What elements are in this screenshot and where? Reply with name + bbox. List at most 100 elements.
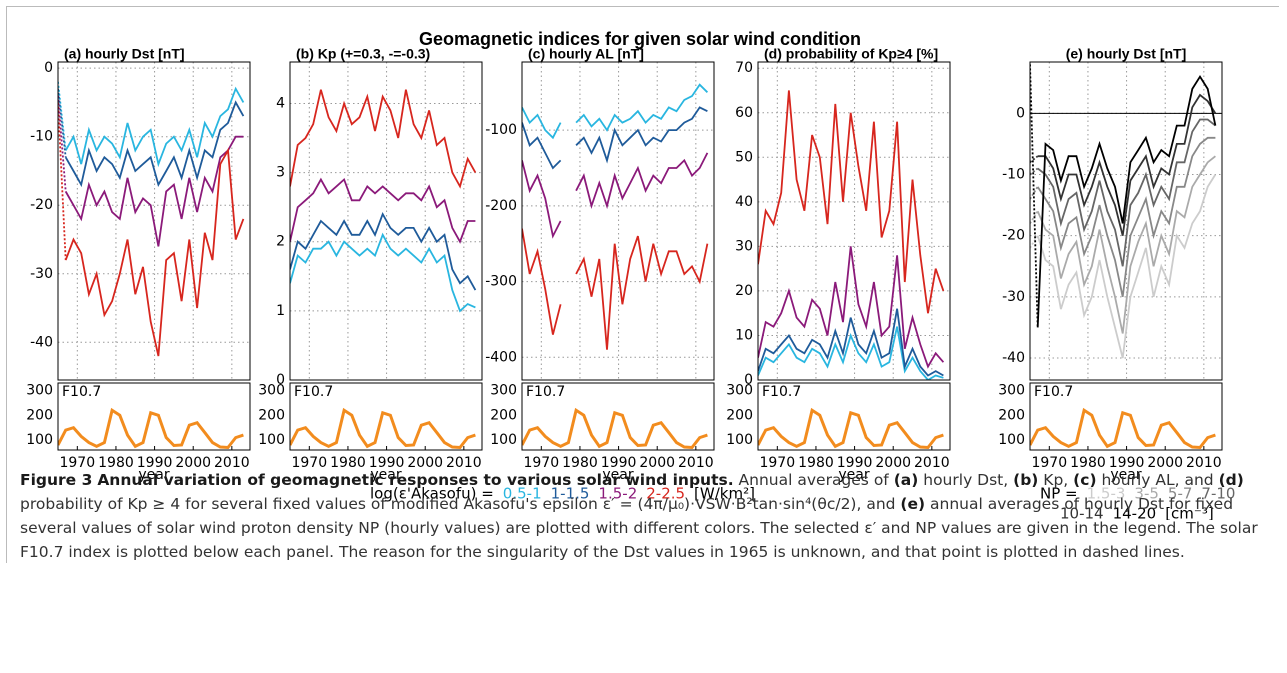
x-tick-label: 2010 (678, 455, 714, 471)
x-tick-label: 1970 (523, 455, 559, 471)
series-line (522, 83, 709, 140)
plot-area (522, 83, 709, 350)
dashed-line (58, 88, 67, 158)
caption-text: (c) (1073, 471, 1097, 489)
f107-tick-label: 200 (26, 407, 53, 423)
legend-unit: [W/km²] (694, 485, 755, 503)
legend-prefix: NP = (1040, 485, 1078, 503)
y-tick-label: 0 (44, 60, 53, 76)
f107-label: F10.7 (294, 384, 333, 400)
x-tick-label: 1990 (837, 455, 873, 471)
y-tick-label: -300 (485, 274, 517, 290)
f107-tick-label: 300 (998, 382, 1025, 398)
x-tick-label: 2000 (407, 455, 443, 471)
f107-line (58, 407, 244, 450)
f107-tick-label: 300 (490, 382, 517, 398)
series-line (290, 232, 476, 313)
f107-line (1030, 407, 1216, 450)
x-tick-label: 2010 (1186, 455, 1222, 471)
x-tick-label: 1980 (798, 455, 834, 471)
y-tick-label: -100 (485, 122, 517, 138)
series-line (1036, 75, 1217, 328)
x-tick-label: 2000 (639, 455, 675, 471)
f107-box (57, 382, 251, 451)
legend-item: 14-20 (1113, 505, 1157, 521)
figure-frame (6, 6, 1279, 563)
f107-tick-label: 200 (258, 407, 285, 423)
caption-text: hourly Dst, (918, 471, 1014, 489)
axes-box (289, 61, 483, 381)
x-tick-label: 2010 (914, 455, 950, 471)
x-axis-label: year (370, 467, 401, 483)
y-tick-label: 30 (735, 238, 753, 254)
dashed-line (1030, 210, 1039, 224)
legend-prefix: log(ε'Akasofu) = (370, 485, 494, 503)
series-line (758, 90, 945, 314)
legend-unit: [cm⁻³] (1165, 505, 1214, 521)
f107-tick-label: 200 (490, 407, 517, 423)
caption-text: Kp, (1038, 471, 1074, 489)
series-line (1036, 136, 1216, 297)
series-line (522, 106, 708, 170)
dashed-line (1030, 167, 1039, 176)
legend-item: 3-5 (1134, 485, 1159, 503)
y-tick-label: 70 (735, 60, 753, 76)
y-tick-label: -40 (1002, 350, 1025, 366)
f107-area (758, 407, 944, 450)
plot-area (290, 89, 477, 313)
series-line (758, 308, 944, 377)
f107-area (290, 407, 476, 450)
dashed-line (1030, 155, 1039, 164)
panel-title: (c) hourly AL [nT] (528, 46, 644, 62)
y-tick-label: 2 (276, 234, 285, 250)
y-tick-label: 10 (735, 327, 753, 343)
legend-item: 7-10 (1201, 485, 1235, 503)
x-tick-label: 2010 (214, 455, 250, 471)
f107-line (290, 407, 476, 450)
series-line (522, 228, 709, 350)
f107-box (757, 382, 951, 451)
f107-box (521, 382, 715, 451)
x-tick-label: 1980 (1070, 455, 1106, 471)
x-tick-label: 1970 (291, 455, 327, 471)
x-tick-label: 2010 (446, 455, 482, 471)
series-line (64, 100, 245, 188)
x-axis-label: year (602, 467, 633, 483)
y-tick-label: 60 (735, 105, 753, 121)
caption-text: (b) (1013, 471, 1039, 489)
panel-title: (d) probability of Kp≥4 [%] (764, 46, 938, 62)
figure: Geomagnetic indices for given solar wind… (26, 29, 1235, 521)
f107-tick-label: 100 (726, 432, 753, 448)
panel-title: (e) hourly Dst [nT] (1066, 46, 1187, 62)
f107-tick-label: 100 (26, 432, 53, 448)
x-tick-label: 1990 (1109, 455, 1145, 471)
legend-item: 0.5-1 (503, 485, 542, 503)
axes-box (757, 61, 951, 381)
x-axis-label: year (1110, 467, 1141, 483)
x-tick-label: 1970 (1031, 455, 1067, 471)
series-line (290, 177, 476, 244)
f107-label: F10.7 (62, 384, 101, 400)
y-tick-label: -10 (30, 129, 53, 145)
f107-tick-label: 100 (490, 432, 517, 448)
x-tick-label: 1970 (759, 455, 795, 471)
series-line (1036, 155, 1216, 334)
plot-area (58, 81, 245, 357)
figure-title: Geomagnetic indices for given solar wind… (419, 29, 861, 49)
y-tick-label: -40 (30, 334, 53, 350)
caption-text: (a) (893, 471, 919, 489)
caption-text: (d) (1218, 471, 1244, 489)
x-tick-label: 2000 (175, 455, 211, 471)
x-tick-label: 1990 (369, 455, 405, 471)
panel-title: (b) Kp (+=0.3, -=-0.3) (296, 46, 430, 62)
f107-line (758, 407, 944, 450)
x-tick-label: 1990 (137, 455, 173, 471)
series-line (1037, 118, 1216, 267)
y-tick-label: -30 (1002, 289, 1025, 305)
dashed-line (1030, 235, 1039, 249)
y-tick-label: -200 (485, 198, 517, 214)
caption-text: Annual averages of (733, 471, 894, 489)
dashed-line (1030, 64, 1039, 328)
series-line (1036, 174, 1217, 359)
